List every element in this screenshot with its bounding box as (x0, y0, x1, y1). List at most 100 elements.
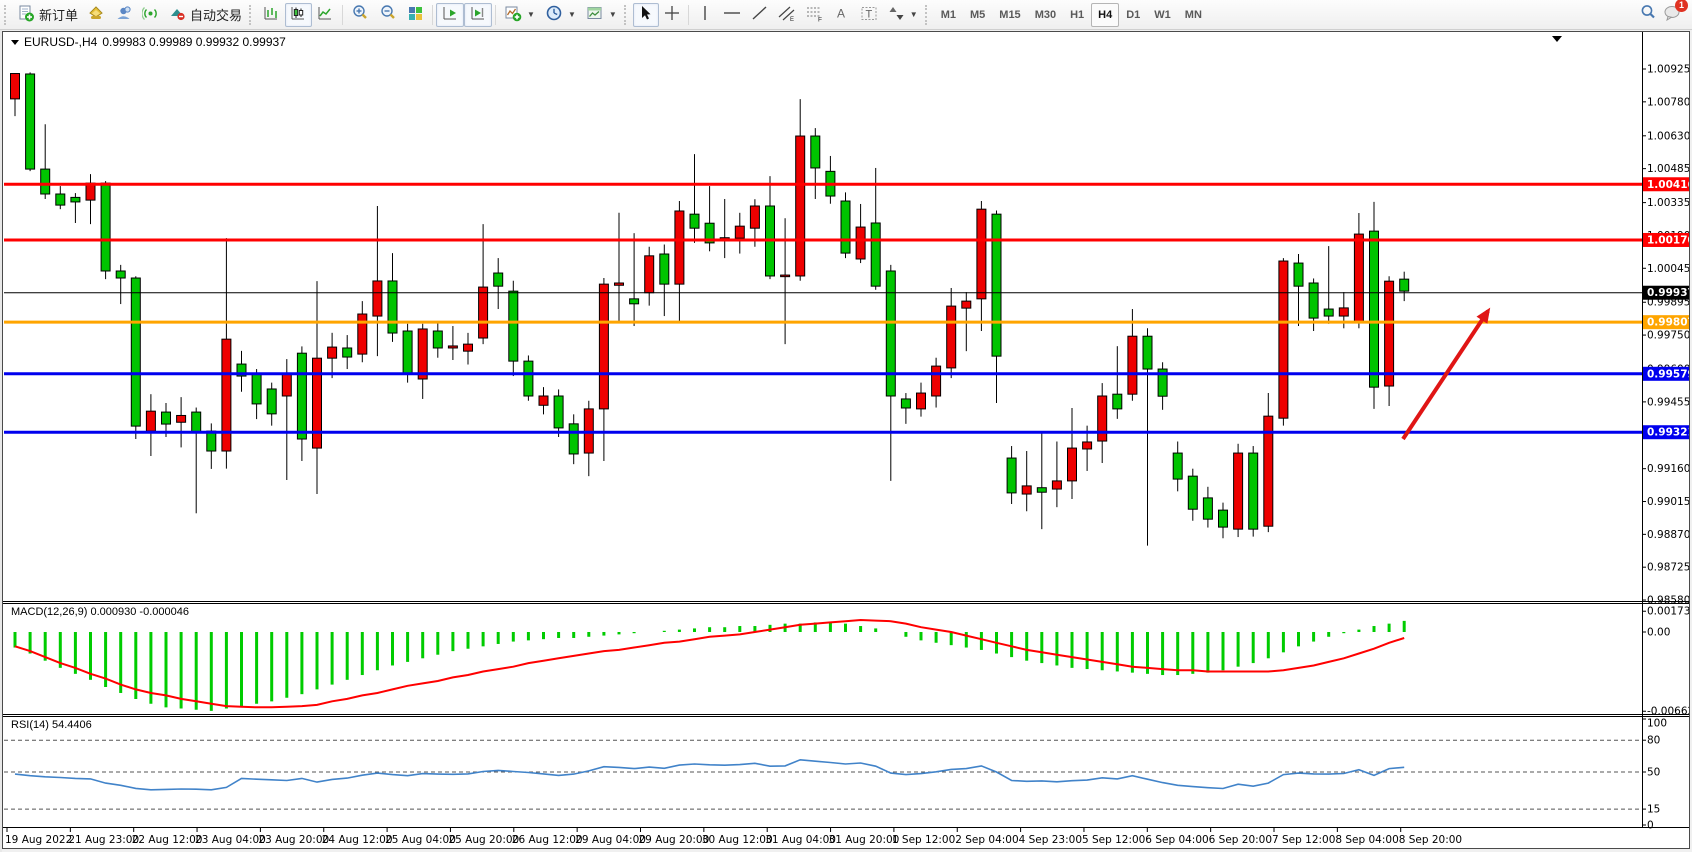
level-price-badge (1643, 232, 1689, 247)
toolbar-grip[interactable] (623, 4, 629, 25)
autotrading-button[interactable]: 自动交易 (164, 3, 247, 27)
tab-timeframe-MN[interactable]: MN (1184, 8, 1202, 21)
candlestick-chart-button[interactable] (285, 2, 313, 27)
candle-body (463, 343, 473, 352)
candle-body (1097, 395, 1108, 442)
navigator-button[interactable] (110, 3, 137, 27)
templates-button[interactable]: ▼ (581, 3, 622, 27)
tile-windows-icon (407, 5, 424, 25)
bar-chart-button[interactable] (258, 3, 285, 27)
tab-timeframe-M5[interactable]: M5 (970, 8, 986, 21)
macd-axis-tick: 0.00 (1647, 627, 1670, 639)
line-chart-icon (317, 5, 334, 25)
candle-body (704, 222, 715, 244)
line-chart-button[interactable] (312, 3, 339, 27)
candle-body (1202, 497, 1213, 520)
time-axis-label: 31 Aug 04:00 (765, 834, 836, 846)
tab-timeframe-W1[interactable]: W1 (1154, 8, 1171, 21)
macd-axis-tick: 0.001737 (1647, 606, 1689, 618)
candle-body (281, 372, 292, 397)
time-axis-label: 29 Aug 20:00 (639, 834, 710, 846)
candle-body (266, 388, 277, 415)
candle-body (870, 222, 881, 287)
candle-body (1263, 415, 1274, 527)
svg-text:F: F (818, 16, 822, 22)
symbol-dropdown-icon[interactable] (11, 39, 19, 45)
candle-body (900, 398, 911, 409)
candle-body (417, 328, 428, 380)
arrows-button[interactable]: ▼ (883, 3, 923, 27)
auto-scroll-button[interactable] (436, 2, 465, 27)
tab-timeframe-H4[interactable]: H4 (1091, 2, 1120, 27)
level-price-badge (1643, 425, 1689, 440)
candle-body (1248, 452, 1259, 530)
price-axis-tick: 0.99750 (1647, 330, 1689, 342)
chart-canvas[interactable]: 1.00925 1.00780 1.00630 1.00485 1.00335 1.001… (3, 32, 1689, 848)
crosshair-button[interactable] (659, 3, 685, 27)
candle-body (372, 280, 383, 317)
macd-axis-tick: -0.006628 (1647, 706, 1689, 718)
chart-title[interactable]: EURUSD-,H4 0.99983 0.99989 0.99932 0.999… (11, 35, 286, 49)
vertical-line-button[interactable] (692, 3, 718, 27)
price-axis-tick: 0.98725 (1647, 562, 1689, 574)
trendline-icon (751, 5, 768, 24)
toolbar-grip[interactable] (249, 4, 254, 25)
trendline-button[interactable] (746, 3, 773, 27)
candle-body (342, 347, 353, 358)
candle-body (115, 270, 126, 279)
candlestick-chart-icon (290, 5, 307, 25)
rsi-line (14, 758, 1405, 791)
channel-button[interactable]: E (773, 3, 801, 27)
rsi-axis-tick: 100 (1647, 718, 1667, 730)
candle-body (553, 395, 564, 429)
text-button[interactable]: A (829, 3, 855, 27)
candle-body (508, 290, 519, 362)
svg-text:T: T (865, 8, 872, 20)
candle-body (296, 352, 307, 440)
terminal-button[interactable] (137, 3, 164, 27)
level-price-label: 0.99807 (1647, 317, 1689, 329)
toolbar-grip[interactable] (4, 4, 9, 25)
time-axis-label: 2 Sep 04:00 (955, 834, 1018, 846)
candle-body (55, 193, 66, 206)
zoom-out-button[interactable] (374, 3, 402, 27)
svg-text:A: A (837, 7, 845, 21)
candle-body (1157, 368, 1168, 397)
horizontal-line-button[interactable] (718, 3, 746, 27)
candle-body (1369, 230, 1379, 388)
candle-body (327, 346, 338, 359)
tab-timeframe-H1[interactable]: H1 (1070, 8, 1085, 21)
level-price-badge (1643, 285, 1689, 300)
market-watch-button[interactable] (83, 3, 110, 27)
notifications-button[interactable]: 1 (1663, 0, 1688, 26)
tab-timeframe-D1[interactable]: D1 (1126, 8, 1141, 21)
candle-body (1067, 447, 1077, 482)
time-axis-label: 31 Aug 20:00 (829, 834, 900, 846)
text-label-button[interactable]: T (855, 3, 883, 27)
tile-windows-button[interactable] (402, 3, 429, 27)
candle-body (70, 196, 81, 203)
candle-body (749, 205, 760, 229)
price-axis-tick: 0.98870 (1647, 529, 1689, 541)
time-axis-label: 26 Aug 12:00 (512, 834, 583, 846)
tab-timeframe-M1[interactable]: M1 (940, 8, 956, 21)
search-icon[interactable] (1639, 3, 1657, 26)
level-price-label: 0.99579 (1647, 368, 1689, 380)
cursor-button[interactable] (632, 2, 659, 27)
trend-arrow-annotation[interactable] (1401, 309, 1490, 441)
chart-shift-button[interactable] (464, 2, 493, 27)
candle-body (1172, 452, 1183, 480)
toolbar-grip[interactable] (924, 4, 930, 25)
time-axis-label: 22 Aug 12:00 (132, 834, 203, 846)
zoom-in-button[interactable] (346, 3, 374, 27)
periods-button[interactable]: ▼ (540, 3, 581, 27)
candle-body (221, 338, 232, 452)
tab-timeframe-M15[interactable]: M15 (999, 8, 1021, 21)
fibonacci-button[interactable]: F (801, 3, 829, 27)
new-order-button[interactable]: 新订单 (13, 3, 83, 27)
tab-timeframe-M30[interactable]: M30 (1034, 8, 1057, 21)
chart-window: 1.00925 1.00780 1.00630 1.00485 1.00335 1.001… (2, 31, 1690, 849)
bar-chart-icon (263, 5, 280, 25)
indicators-button[interactable]: ▼ (499, 3, 540, 27)
terminal-icon (141, 5, 159, 25)
